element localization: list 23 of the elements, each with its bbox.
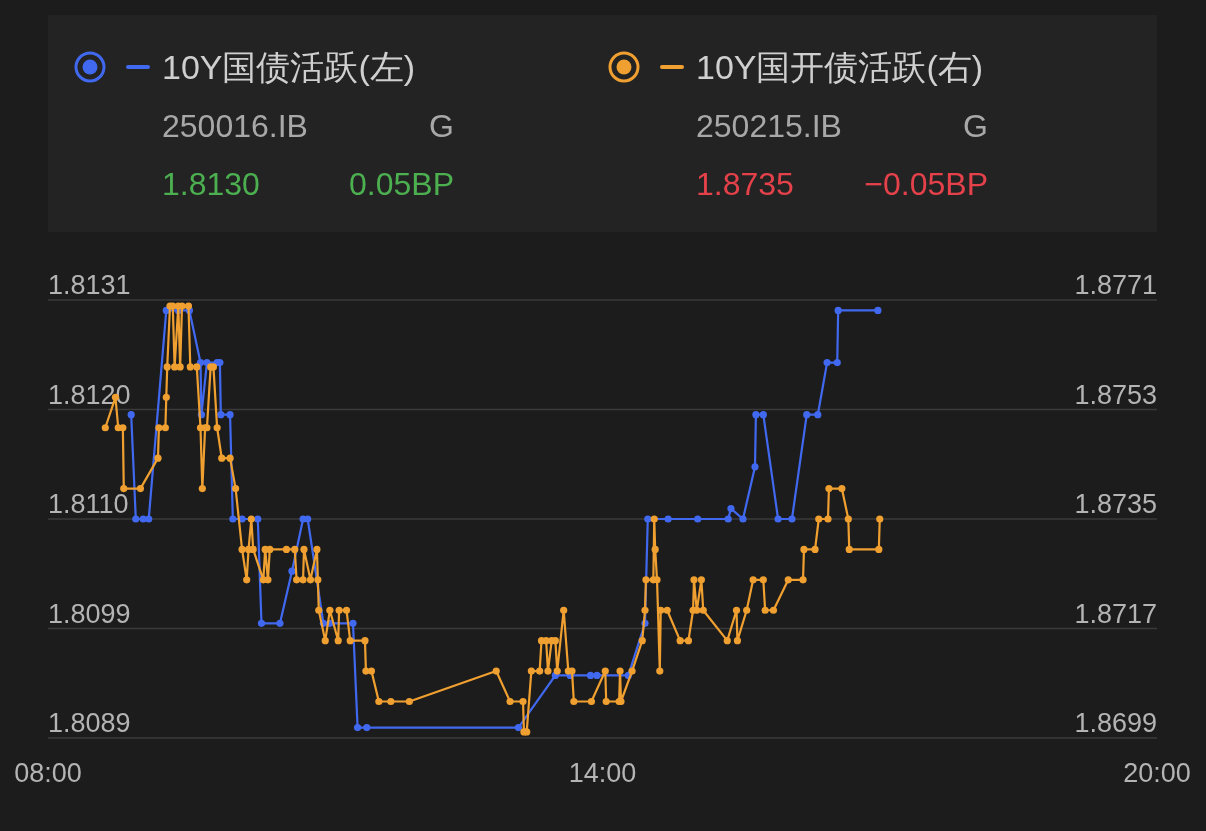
text: 1.8735 bbox=[696, 166, 794, 202]
text: 0.05BP bbox=[349, 166, 454, 202]
x-tick-label: 20:00 bbox=[1123, 758, 1191, 788]
text: 250215.IB bbox=[696, 108, 842, 144]
text: 1.8130 bbox=[162, 166, 260, 202]
y-tick-label: 1.8120 bbox=[48, 379, 131, 410]
text: G bbox=[429, 108, 454, 144]
text: −0.05BP bbox=[864, 166, 988, 202]
legend-label: 10Y国开债活跃(右) bbox=[696, 48, 984, 86]
y-tick-label: 1.8110 bbox=[48, 489, 129, 519]
y2-tick-label: 1.8735 bbox=[1074, 489, 1157, 519]
y-tick-label: 1.8089 bbox=[48, 708, 131, 738]
text: G bbox=[963, 108, 988, 144]
x-tick-label: 08:00 bbox=[14, 758, 82, 788]
y-tick-label: 1.8131 bbox=[48, 270, 131, 300]
y2-tick-label: 1.8753 bbox=[1074, 379, 1157, 410]
legend-label: 10Y国债活跃(左) bbox=[162, 48, 416, 86]
y2-tick-label: 1.8699 bbox=[1074, 708, 1157, 738]
x-tick-label: 14:00 bbox=[568, 758, 637, 788]
y-tick-label: 1.8099 bbox=[48, 598, 131, 629]
y2-tick-label: 1.8717 bbox=[1074, 598, 1157, 629]
text: 250016.IB bbox=[162, 108, 308, 144]
y2-tick-label: 1.8771 bbox=[1074, 270, 1157, 300]
